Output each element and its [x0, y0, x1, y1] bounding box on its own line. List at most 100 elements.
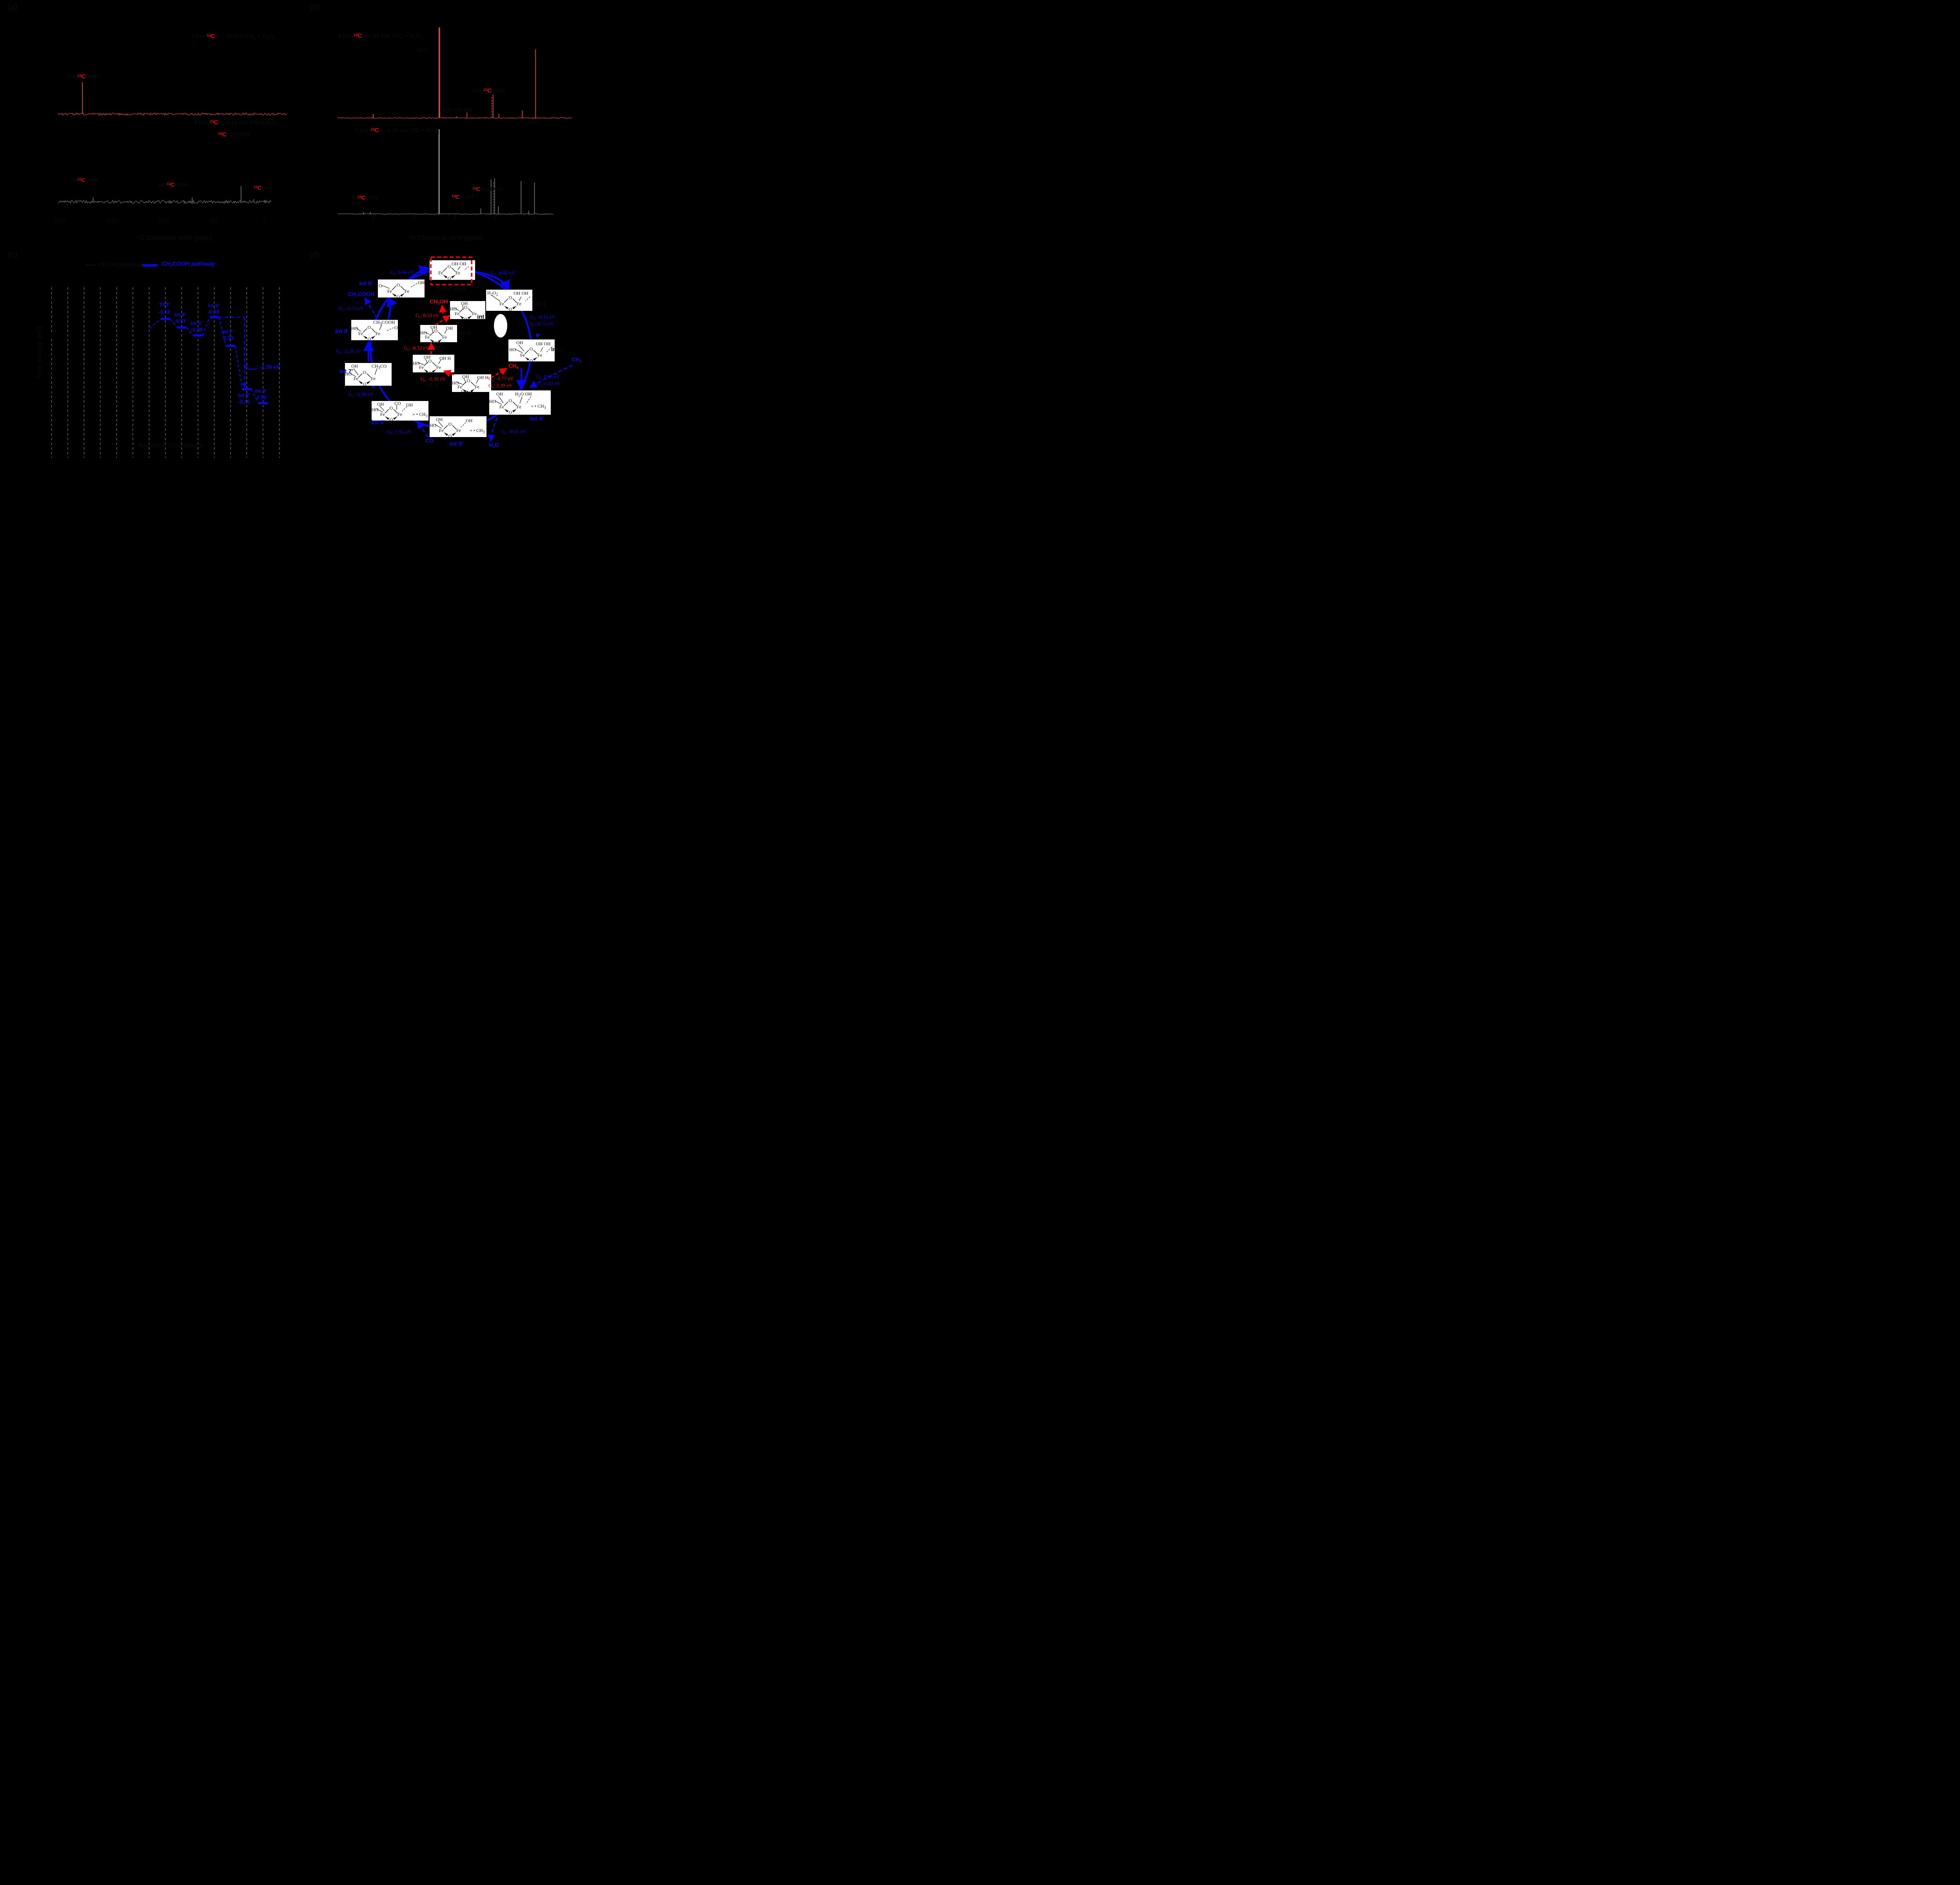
dss-label-red-b: DSS	[528, 118, 539, 125]
structure-int6p-core: O Fe Fe O	[376, 405, 407, 423]
initial-state-label: Initial state	[436, 286, 467, 292]
structure-int2-ligand: OH	[516, 340, 523, 345]
level-int6-value: -0.03	[207, 309, 219, 315]
figure-root: O Fe Fe O OH OH O Fe Fe O H2O2 OH OH O Fe Fe O OH HO OH O…	[0, 0, 599, 471]
structure-int6p-ligand: OH	[406, 402, 413, 408]
tick-b-0: 0	[532, 214, 536, 222]
level-int4-value: -0.57	[174, 318, 186, 324]
svg-text:O: O	[467, 378, 470, 383]
level-int8-name: int 8'	[238, 392, 250, 398]
structure-int7-center: O Fe Fe O OH HO	[450, 301, 485, 322]
structure-int5-center: O Fe Fe O OH HO OH H	[413, 354, 454, 376]
structure-int4p: O Fe Fe O OH HO H2O OH + • CH3	[489, 390, 551, 415]
svg-text:O: O	[434, 328, 438, 334]
structure-int5-center-ligand: OH	[424, 354, 431, 360]
panel-c-letter: (c)	[8, 250, 18, 259]
structure-int9p: O Fe Fe O O OH	[378, 279, 425, 299]
structure-int8p-ligand: CH3COOH	[373, 319, 395, 327]
level-int7-value: -1.53	[222, 335, 234, 341]
tick-b-2: 2	[493, 214, 497, 222]
species-co-in: CO	[425, 437, 434, 444]
ytick-c-m5: -5	[48, 409, 53, 415]
tick-b-8: 8	[372, 214, 376, 222]
structure-int1-core: O Fe Fe O	[491, 295, 530, 312]
g-r-226: Gr: -2.26 eV	[336, 348, 361, 355]
structure-int3-center-core: O Fe Fe O	[456, 378, 479, 395]
level-int8-value: -3.79	[238, 399, 250, 405]
species-ch3cooh-out: CH3COOH	[348, 291, 375, 298]
svg-text:O: O	[428, 370, 432, 376]
panel-d-cycle-overlay	[365, 256, 573, 442]
level-int9-name: int 9'	[255, 388, 267, 394]
station-int4-black: int 4	[461, 390, 473, 396]
station-int2-black: int 2	[551, 346, 563, 353]
g-r-002: Gr: 0.02 eV	[536, 374, 560, 380]
panel-b-1h-nmr	[338, 27, 572, 215]
structure-int5p-ligand: OH	[436, 417, 443, 422]
svg-text:O: O	[368, 325, 371, 330]
svg-text:O: O	[448, 421, 452, 427]
condition-a-red: 4 bar 13CO + 16 bar CH4 + H2O2	[191, 33, 276, 40]
svg-text:Fe: Fe	[397, 412, 402, 417]
axis-title-b: 1H Chemical shift (ppm)	[408, 234, 483, 241]
axis-title-c-y: Free energy (eV)	[35, 327, 43, 379]
tick-a-150: 150	[106, 217, 118, 225]
structure-int5p-core: O Fe Fe O	[434, 421, 466, 439]
g-r-095: Gr: 0.95 eV	[388, 429, 412, 435]
structure-int4p-ligand: H2O OH	[515, 391, 532, 398]
svg-text:O: O	[363, 381, 367, 387]
panel-b-letter: (b)	[310, 3, 320, 11]
h2o-label-b: H2O	[417, 47, 427, 54]
peak-label-13ch3cooh-b: 13CH3COOH	[472, 186, 503, 193]
structure-int6p-ligand: CO	[394, 401, 401, 406]
g-r-030-red: Gr: -0.30 eV	[421, 376, 446, 383]
tick-b-6: 6	[412, 214, 416, 222]
structure-int6p-ligand: OH	[377, 401, 384, 407]
g-r-062: Gr: -0.62 eV	[490, 270, 515, 276]
axis-title-c-x: Reaction Coordinate	[138, 442, 204, 449]
svg-text:O: O	[464, 316, 468, 322]
structure-int8-center-ligand: OH	[430, 325, 437, 330]
g-a-043: Ga: 0.43 eV	[536, 381, 560, 387]
svg-text:O: O	[397, 294, 400, 299]
peak-label-h13cooh-a: H13COOH	[73, 177, 98, 183]
structure-int8-center-ligand: HO	[420, 330, 427, 336]
svg-text:Fe: Fe	[380, 412, 385, 417]
g-r-073: Gr: -0.73 eV	[338, 305, 364, 312]
species-ch3oh-red: CH3OH	[430, 298, 448, 306]
structure-initial-state: O Fe Fe O OH OH	[430, 260, 475, 281]
structure-int8-center-core: O Fe Fe O	[424, 328, 447, 345]
svg-text:O: O	[530, 346, 533, 352]
structure-int7p-ligand: CH3CO	[372, 363, 387, 370]
svg-text:O: O	[530, 358, 533, 363]
structure-int7p: O Fe Fe O OH HO CH3CO	[345, 363, 392, 387]
structure-int5p: O Fe Fe O OH HO OH + • CH3	[430, 416, 486, 439]
species-ch4-red: CH4	[508, 363, 519, 370]
structure-int3-center-ligand: OH H	[477, 375, 488, 380]
peak-label-ho13ch2oh-a: HO13CH2OH	[158, 181, 189, 189]
svg-text:Fe: Fe	[376, 331, 380, 336]
svg-text:O: O	[509, 398, 512, 403]
svg-text:Fe: Fe	[455, 311, 459, 316]
structure-int6p-ligand: + • CH3	[412, 412, 428, 419]
structure-int4p-ligand: + • CH3	[531, 403, 546, 410]
tick-a-200: 200	[54, 217, 65, 225]
peak-label-h13cooh-b: H13COOH	[354, 194, 378, 201]
svg-text:Fe: Fe	[442, 334, 447, 340]
peak-label-ch3-13cooh-b: CH313COOH	[473, 87, 505, 95]
svg-text:Fe: Fe	[517, 404, 521, 410]
ytick-c-m1: -1	[48, 332, 53, 339]
g-r-177-red: Gr: -1.77 eV	[488, 376, 514, 382]
svg-text:Fe: Fe	[457, 384, 462, 390]
svg-text:O: O	[509, 295, 512, 300]
level-int7-name: int 7'	[221, 329, 233, 335]
structure-int8-center-ligand: OH	[446, 325, 453, 331]
svg-text:O: O	[397, 282, 400, 288]
svg-text:Fe: Fe	[475, 384, 479, 390]
svg-text:Fe: Fe	[405, 288, 409, 294]
g-r-053-red: Gr: 0.53 eV	[416, 312, 439, 319]
svg-text:O: O	[448, 433, 452, 439]
g-r-066: Gr: 0.66 eV	[390, 269, 414, 276]
structure-int2-ligand: OH OH	[536, 341, 551, 347]
structure-int9p-ligand: O	[379, 283, 382, 288]
